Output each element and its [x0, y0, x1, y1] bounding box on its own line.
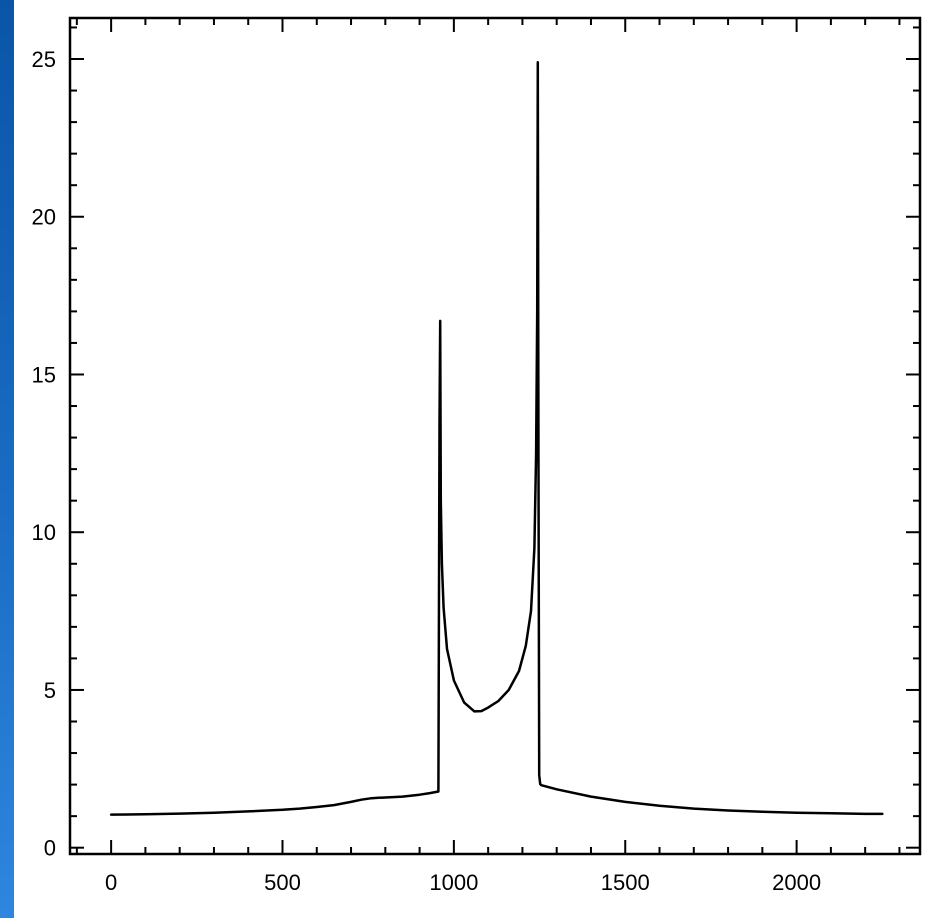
- y-tick-labels: 0 5 10 15 20 25: [32, 47, 56, 861]
- x-tick-label: 0: [105, 870, 117, 895]
- y-tick-label: 10: [32, 520, 56, 545]
- y-tick-label: 25: [32, 47, 56, 72]
- line-chart: 0 500 1000 1500 2000 0 5 10 15 20 25: [32, 16, 922, 895]
- plot-panel: 0 500 1000 1500 2000 0 5 10 15 20 25: [14, 0, 932, 918]
- plot-frame: [68, 16, 922, 856]
- y-tick-label: 0: [44, 836, 56, 861]
- y-tick-label: 5: [44, 678, 56, 703]
- y-tick-label: 20: [32, 205, 56, 230]
- x-tick-labels: 0 500 1000 1500 2000: [105, 870, 821, 895]
- x-tick-label: 2000: [772, 870, 821, 895]
- x-tick-label: 1500: [601, 870, 650, 895]
- y-tick-label: 15: [32, 362, 56, 387]
- x-tick-label: 1000: [429, 870, 478, 895]
- x-tick-label: 500: [264, 870, 301, 895]
- series-line: [109, 60, 884, 816]
- axis-ticks: [70, 18, 920, 854]
